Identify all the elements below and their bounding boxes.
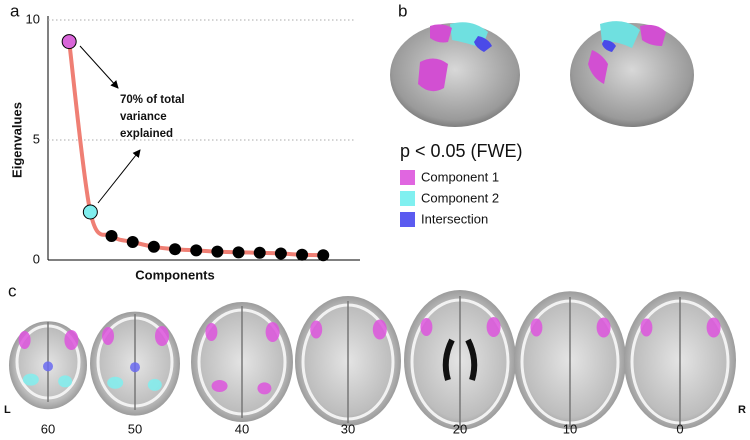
activation — [147, 378, 162, 391]
scree-line — [67, 41, 324, 258]
ventricle — [442, 338, 478, 381]
data-point — [105, 230, 118, 242]
activation — [602, 40, 616, 52]
activation — [22, 373, 39, 386]
panel-label: b — [398, 1, 407, 20]
data-point — [126, 236, 139, 248]
arrow — [97, 149, 141, 204]
activation — [58, 375, 73, 388]
slice-label: 10 — [563, 421, 577, 436]
data-point — [190, 244, 203, 257]
activation — [130, 362, 140, 373]
activation — [107, 376, 124, 389]
y-tick-label: 10 — [26, 11, 40, 26]
annotation-line: 70% of total — [120, 94, 185, 106]
data-point — [147, 240, 160, 253]
activation — [155, 326, 169, 346]
activation — [474, 36, 492, 52]
data-point — [61, 34, 77, 50]
activation — [43, 361, 53, 372]
slice-label: 20 — [453, 421, 467, 436]
y-tick-label: 5 — [33, 131, 40, 146]
activation — [372, 319, 387, 340]
data-point — [82, 204, 98, 220]
data-point — [253, 246, 266, 259]
legend-title: p < 0.05 (FWE) — [400, 141, 523, 161]
slice-label: 30 — [341, 421, 355, 436]
data-point — [169, 243, 182, 256]
activation — [310, 320, 323, 339]
activation — [102, 327, 114, 345]
annotation-line: variance — [120, 111, 167, 123]
slice-label: 0 — [676, 421, 683, 436]
slice-label: 50 — [128, 421, 142, 436]
legend-swatch — [400, 170, 415, 185]
y-tick-label: 0 — [33, 251, 40, 266]
activation — [211, 380, 228, 392]
data-point — [296, 248, 309, 261]
activation — [640, 24, 666, 46]
brain-surfaces — [390, 21, 694, 127]
annotation: 70% of total variance explained — [79, 45, 185, 204]
brain-right — [570, 23, 694, 127]
activation — [18, 331, 31, 349]
activation — [640, 318, 653, 337]
activation — [588, 50, 608, 84]
x-axis-title: Components — [135, 267, 214, 282]
activation — [420, 318, 433, 336]
brain-slice: 40 — [191, 302, 293, 436]
slice-label: 60 — [41, 421, 55, 436]
legend-label: Component 2 — [421, 190, 499, 205]
brain-slice: 60 — [9, 321, 87, 436]
panel-label: c — [8, 281, 17, 300]
brain-slice: 30 — [295, 296, 401, 436]
annotation-line: explained — [120, 128, 173, 140]
legend-swatch — [400, 191, 415, 206]
activation — [265, 322, 280, 342]
slice-label: 40 — [235, 421, 249, 436]
y-axis-title: Eigenvalues — [9, 102, 24, 178]
activation — [257, 382, 272, 395]
panel-label: a — [10, 1, 20, 20]
brain-slice: 10 — [514, 291, 626, 436]
data-point — [274, 247, 287, 260]
side-label: L — [4, 404, 11, 416]
data-point — [317, 249, 330, 262]
side-label: R — [738, 404, 746, 416]
legend-label: Intersection — [421, 211, 488, 226]
brain-slice: 0 — [624, 291, 736, 436]
data-point — [211, 245, 224, 258]
activation — [706, 317, 721, 338]
activation — [530, 318, 543, 337]
brain-slice: 20 — [404, 290, 516, 436]
legend-swatch — [400, 212, 415, 227]
legend: p < 0.05 (FWE) Component 1 Component 2 Int… — [400, 141, 523, 227]
brain-slice: 50 — [90, 311, 180, 436]
activation — [430, 24, 452, 43]
arrow — [79, 45, 119, 89]
activation — [596, 317, 611, 338]
activation — [486, 317, 501, 337]
activation — [64, 330, 79, 350]
legend-label: Component 1 — [421, 169, 499, 184]
data-point — [232, 246, 245, 259]
activation — [205, 323, 218, 341]
activation — [418, 58, 448, 92]
